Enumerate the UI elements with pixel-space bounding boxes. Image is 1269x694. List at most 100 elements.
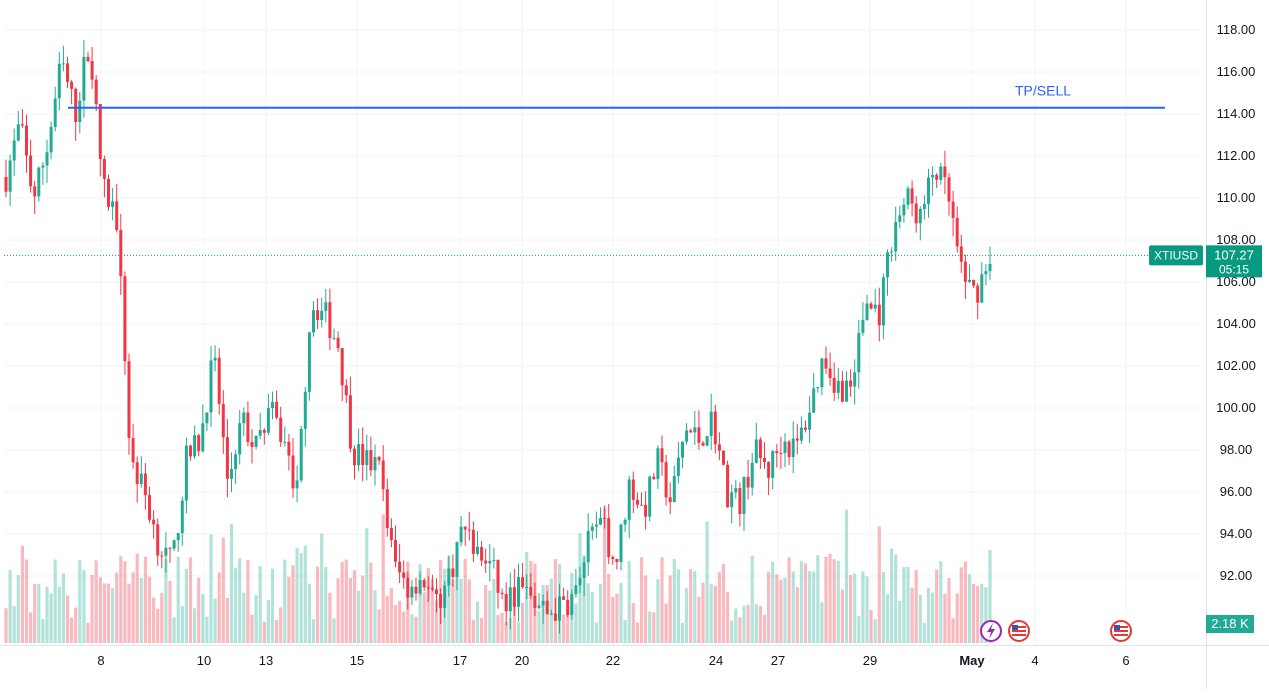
volume-bar xyxy=(246,560,250,643)
candle xyxy=(250,429,254,464)
volume-bar xyxy=(627,560,631,643)
volume-bar xyxy=(639,557,644,643)
x-tick-label: 27 xyxy=(771,653,785,668)
candle xyxy=(49,121,53,160)
time-axis[interactable]: 8 10 13 15 17 20 22 24 27 29 May 4 6 xyxy=(0,645,1269,669)
candle xyxy=(353,445,356,480)
volume-bar xyxy=(361,575,365,643)
volume-bar xyxy=(488,590,492,643)
volume-bar xyxy=(873,619,877,643)
volume-bar xyxy=(451,580,455,643)
candle xyxy=(627,475,631,539)
candle xyxy=(53,86,57,132)
candle xyxy=(156,518,160,566)
candle xyxy=(98,103,102,177)
candle xyxy=(685,423,689,445)
us-flag-icon[interactable] xyxy=(1008,620,1030,642)
volume-bar xyxy=(340,562,344,643)
volume-bar xyxy=(898,600,902,643)
us-flag-icon[interactable] xyxy=(1110,620,1132,642)
candle xyxy=(517,563,520,622)
volume-bar xyxy=(795,587,799,643)
candle xyxy=(726,460,730,508)
volume-bar xyxy=(767,571,771,643)
candle xyxy=(455,541,459,591)
candle xyxy=(845,371,848,402)
candle xyxy=(406,571,410,610)
candle xyxy=(635,492,639,509)
volume-bar xyxy=(598,583,603,643)
volume-bar xyxy=(398,600,402,643)
symbol-badge: XTIUSD xyxy=(1149,245,1203,266)
volume-bar xyxy=(176,556,180,643)
candle xyxy=(102,155,106,198)
volume-bar xyxy=(131,572,135,643)
candle xyxy=(230,452,233,493)
volume-bar xyxy=(676,569,680,643)
candle xyxy=(713,404,717,454)
volume-bar xyxy=(775,574,779,643)
candle xyxy=(213,345,217,372)
volume-bar xyxy=(824,556,828,643)
x-tick-label: 6 xyxy=(1122,653,1129,668)
x-tick-label: 20 xyxy=(515,653,529,668)
candle xyxy=(619,523,623,571)
volume-bar xyxy=(37,583,41,643)
volume-bar xyxy=(931,592,935,643)
volume-bar xyxy=(53,559,57,643)
candle xyxy=(299,425,303,483)
price-axis[interactable]: 118.00 116.00 114.00 112.00 110.00 108.00 106.… xyxy=(1206,0,1256,689)
candle xyxy=(537,592,541,610)
volume-bar xyxy=(730,620,734,643)
candle xyxy=(320,297,324,328)
lightning-icon[interactable] xyxy=(980,620,1002,642)
candle xyxy=(898,205,902,229)
candle xyxy=(603,505,607,529)
candle xyxy=(111,188,115,221)
candle xyxy=(172,539,176,552)
volume-bar xyxy=(611,597,615,643)
candle xyxy=(467,511,471,541)
candle xyxy=(783,433,787,468)
volume-bar xyxy=(869,610,873,643)
volume-bar xyxy=(779,579,783,643)
candle xyxy=(78,91,82,134)
candle xyxy=(451,554,455,587)
volume-bar xyxy=(258,566,262,643)
candle xyxy=(238,409,242,465)
candle xyxy=(74,87,78,141)
candle xyxy=(189,444,192,461)
volume-bar xyxy=(808,571,812,643)
candle xyxy=(324,288,328,323)
volume-bar xyxy=(697,596,701,643)
candle xyxy=(463,526,467,546)
candle xyxy=(131,424,135,469)
candle xyxy=(525,574,529,600)
candles xyxy=(4,40,992,634)
candle xyxy=(57,51,61,111)
candle xyxy=(365,434,369,481)
volume-bar xyxy=(90,574,94,643)
candle xyxy=(590,523,594,540)
candle xyxy=(262,427,266,445)
candle xyxy=(500,588,504,600)
candle xyxy=(664,454,668,506)
volume-bar xyxy=(20,545,24,643)
candle xyxy=(582,555,586,597)
volume-bar xyxy=(492,579,496,643)
candle xyxy=(705,435,709,447)
x-tick-label: 29 xyxy=(863,653,877,668)
y-tick-label: 98.00 xyxy=(1220,442,1253,457)
volume-bar xyxy=(603,507,607,643)
candle xyxy=(586,513,590,576)
volume-bar xyxy=(721,564,726,643)
volume-bar xyxy=(344,559,348,643)
volume-bar xyxy=(57,586,61,643)
candle xyxy=(922,195,926,220)
candle xyxy=(82,40,86,118)
volume-bar xyxy=(803,563,808,643)
volume-bar xyxy=(668,575,672,643)
volume-bar xyxy=(844,509,849,643)
volume-bar xyxy=(972,583,976,643)
